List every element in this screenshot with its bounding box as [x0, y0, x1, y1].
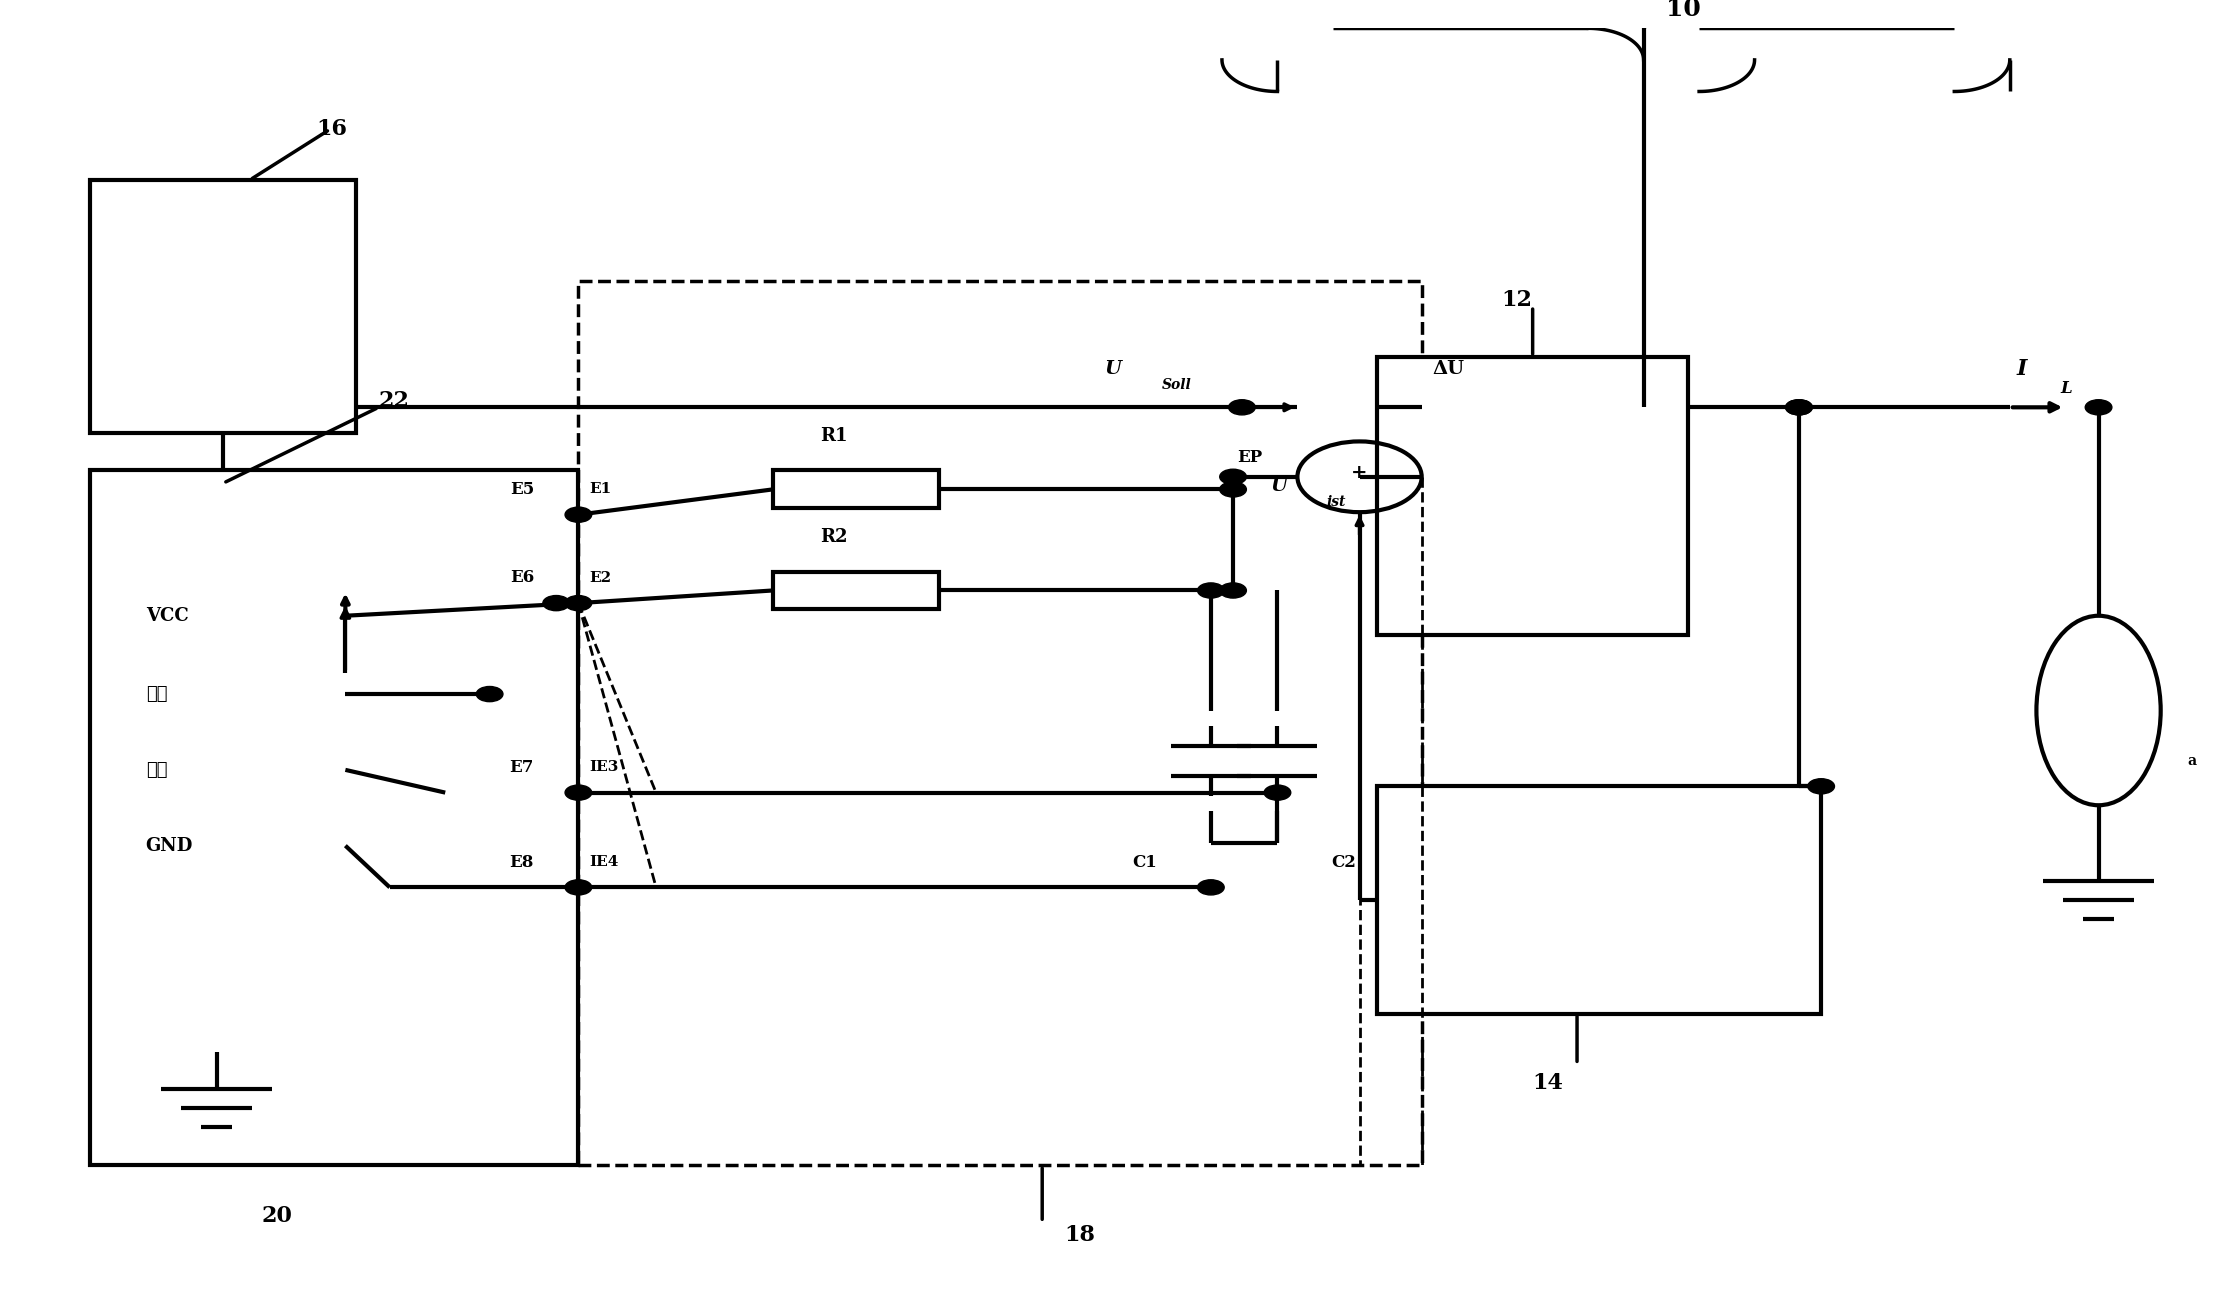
Circle shape: [1220, 583, 1247, 599]
Text: E1: E1: [589, 482, 611, 497]
Circle shape: [1198, 879, 1224, 895]
Circle shape: [2084, 400, 2111, 415]
Text: E6: E6: [509, 569, 533, 586]
Text: 20: 20: [260, 1205, 291, 1227]
Circle shape: [567, 508, 589, 521]
Text: Soll: Soll: [1162, 378, 1191, 392]
Text: IE3: IE3: [589, 760, 620, 775]
Text: 开路: 开路: [147, 685, 167, 703]
Circle shape: [1786, 400, 1813, 415]
Text: E5: E5: [509, 481, 533, 498]
Text: 12: 12: [1502, 288, 1533, 310]
Bar: [773, 471, 940, 508]
Text: C2: C2: [1331, 853, 1355, 870]
Circle shape: [567, 786, 589, 799]
Text: L: L: [2142, 727, 2158, 745]
Text: 14: 14: [1533, 1072, 1564, 1094]
Text: GND: GND: [147, 837, 193, 855]
Text: ΔU: ΔU: [1433, 361, 1464, 379]
Circle shape: [1220, 482, 1247, 497]
Circle shape: [564, 879, 591, 895]
Text: E7: E7: [509, 759, 533, 776]
Bar: [91, 471, 578, 1165]
Bar: [773, 572, 940, 609]
Text: L: L: [2060, 380, 2073, 397]
Text: a: a: [2186, 754, 2198, 768]
Text: 16: 16: [316, 119, 347, 141]
Text: C1: C1: [1131, 853, 1158, 870]
Text: +: +: [1351, 464, 1369, 482]
Bar: [578, 281, 1422, 1165]
Ellipse shape: [2035, 615, 2160, 806]
Circle shape: [542, 596, 569, 610]
Circle shape: [476, 687, 502, 702]
Text: R1: R1: [820, 428, 847, 445]
Bar: [1378, 357, 1689, 635]
Circle shape: [1198, 583, 1224, 599]
Text: 22: 22: [378, 390, 409, 412]
Circle shape: [1220, 469, 1247, 485]
Circle shape: [564, 507, 591, 522]
Text: ist: ist: [1327, 495, 1347, 509]
Text: E8: E8: [509, 853, 533, 870]
Bar: [91, 180, 356, 433]
Text: R2: R2: [820, 529, 847, 547]
Circle shape: [1809, 778, 1835, 794]
Circle shape: [567, 597, 589, 609]
Text: EP: EP: [1238, 450, 1262, 467]
Text: IE4: IE4: [589, 855, 620, 869]
Circle shape: [1786, 400, 1813, 415]
Bar: [1378, 786, 1822, 1014]
Text: 10: 10: [1666, 0, 1700, 22]
Circle shape: [564, 785, 591, 800]
Text: 模拟: 模拟: [147, 760, 167, 778]
Circle shape: [1229, 400, 1255, 415]
Text: 18: 18: [1064, 1223, 1095, 1245]
Circle shape: [564, 596, 591, 610]
Text: U: U: [1104, 361, 1122, 379]
Text: I: I: [2015, 358, 2026, 380]
Text: U: U: [1271, 477, 1289, 495]
Circle shape: [1264, 785, 1291, 800]
Text: VCC: VCC: [147, 606, 189, 625]
Circle shape: [567, 881, 589, 893]
Text: E2: E2: [589, 570, 611, 584]
